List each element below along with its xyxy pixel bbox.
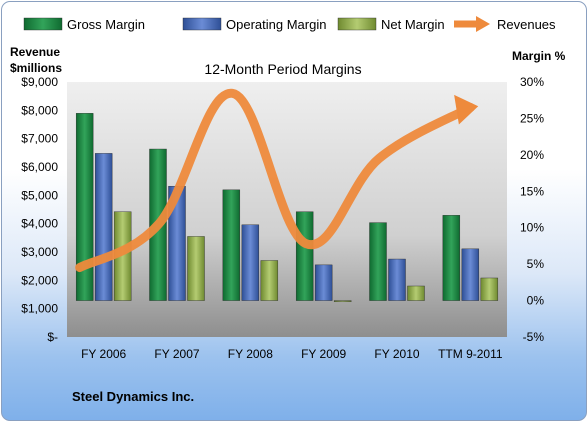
right-tick-label: 20% [520, 148, 544, 162]
gross-margin-bar [75, 113, 94, 301]
net-margin-bar-legend-swatch [337, 17, 377, 31]
left-axis-label-line1: Revenue [10, 45, 60, 59]
net-margin-bar [407, 285, 425, 301]
net-margin-bar [480, 277, 499, 301]
right-tick-label: 25% [520, 111, 544, 125]
left-axis-label-line2: $millions [10, 61, 62, 75]
operating-margin-bar-legend-swatch [182, 17, 222, 31]
legend-label: Gross Margin [67, 17, 145, 32]
category-label: TTM 9-2011 [438, 347, 503, 361]
left-tick-label: $3,000 [21, 245, 58, 259]
left-tick-label: $8,000 [21, 103, 58, 117]
right-tick-label: 0% [527, 294, 545, 308]
legend: Gross Margin Operating Margin Net Margin Re… [23, 16, 556, 32]
left-tick-label: $2,000 [21, 273, 58, 287]
left-tick-label: $5,000 [21, 188, 58, 202]
right-tick-label: 10% [520, 221, 544, 235]
operating-margin-bar [94, 153, 113, 301]
net-margin-bar [260, 260, 279, 301]
category-label: FY 2006 [81, 347, 126, 361]
category-label: FY 2007 [154, 347, 199, 361]
gross-margin-bar [369, 222, 387, 301]
company-name: Steel Dynamics Inc. [72, 389, 194, 404]
net-margin-bar [333, 300, 352, 302]
left-tick-label: $9,000 [21, 75, 58, 89]
legend-label: Revenues [497, 17, 556, 32]
right-tick-label: -5% [523, 330, 545, 344]
right-tick-label: 15% [520, 184, 544, 198]
left-tick-label: $7,000 [21, 132, 58, 146]
right-tick-label: 30% [520, 75, 544, 89]
gross-margin-bar [222, 189, 241, 301]
operating-margin-bar [314, 264, 333, 301]
legend-label: Operating Margin [226, 17, 326, 32]
operating-margin-bar [241, 224, 260, 301]
revenues-legend-arrow [476, 16, 490, 32]
category-label: FY 2010 [374, 347, 419, 361]
left-tick-label: $- [47, 330, 58, 344]
gross-margin-bar [442, 215, 461, 301]
left-tick-label: $6,000 [21, 160, 58, 174]
legend-label: Net Margin [381, 17, 445, 32]
revenues-arrowhead [454, 94, 479, 125]
gross-margin-bar-legend-swatch [23, 17, 63, 31]
category-label: FY 2009 [301, 347, 346, 361]
gross-margin-bar [295, 211, 314, 301]
operating-margin-bar [461, 248, 480, 301]
chart-title: 12-Month Period Margins [204, 61, 361, 77]
revenues-line [75, 88, 475, 273]
right-axis-label: Margin % [512, 49, 566, 63]
right-tick-label: 5% [527, 257, 545, 271]
operating-margin-bar [388, 258, 406, 301]
category-label: FY 2008 [228, 347, 273, 361]
left-tick-label: $1,000 [21, 302, 58, 316]
net-margin-bar [187, 236, 205, 301]
left-tick-label: $4,000 [21, 217, 58, 231]
